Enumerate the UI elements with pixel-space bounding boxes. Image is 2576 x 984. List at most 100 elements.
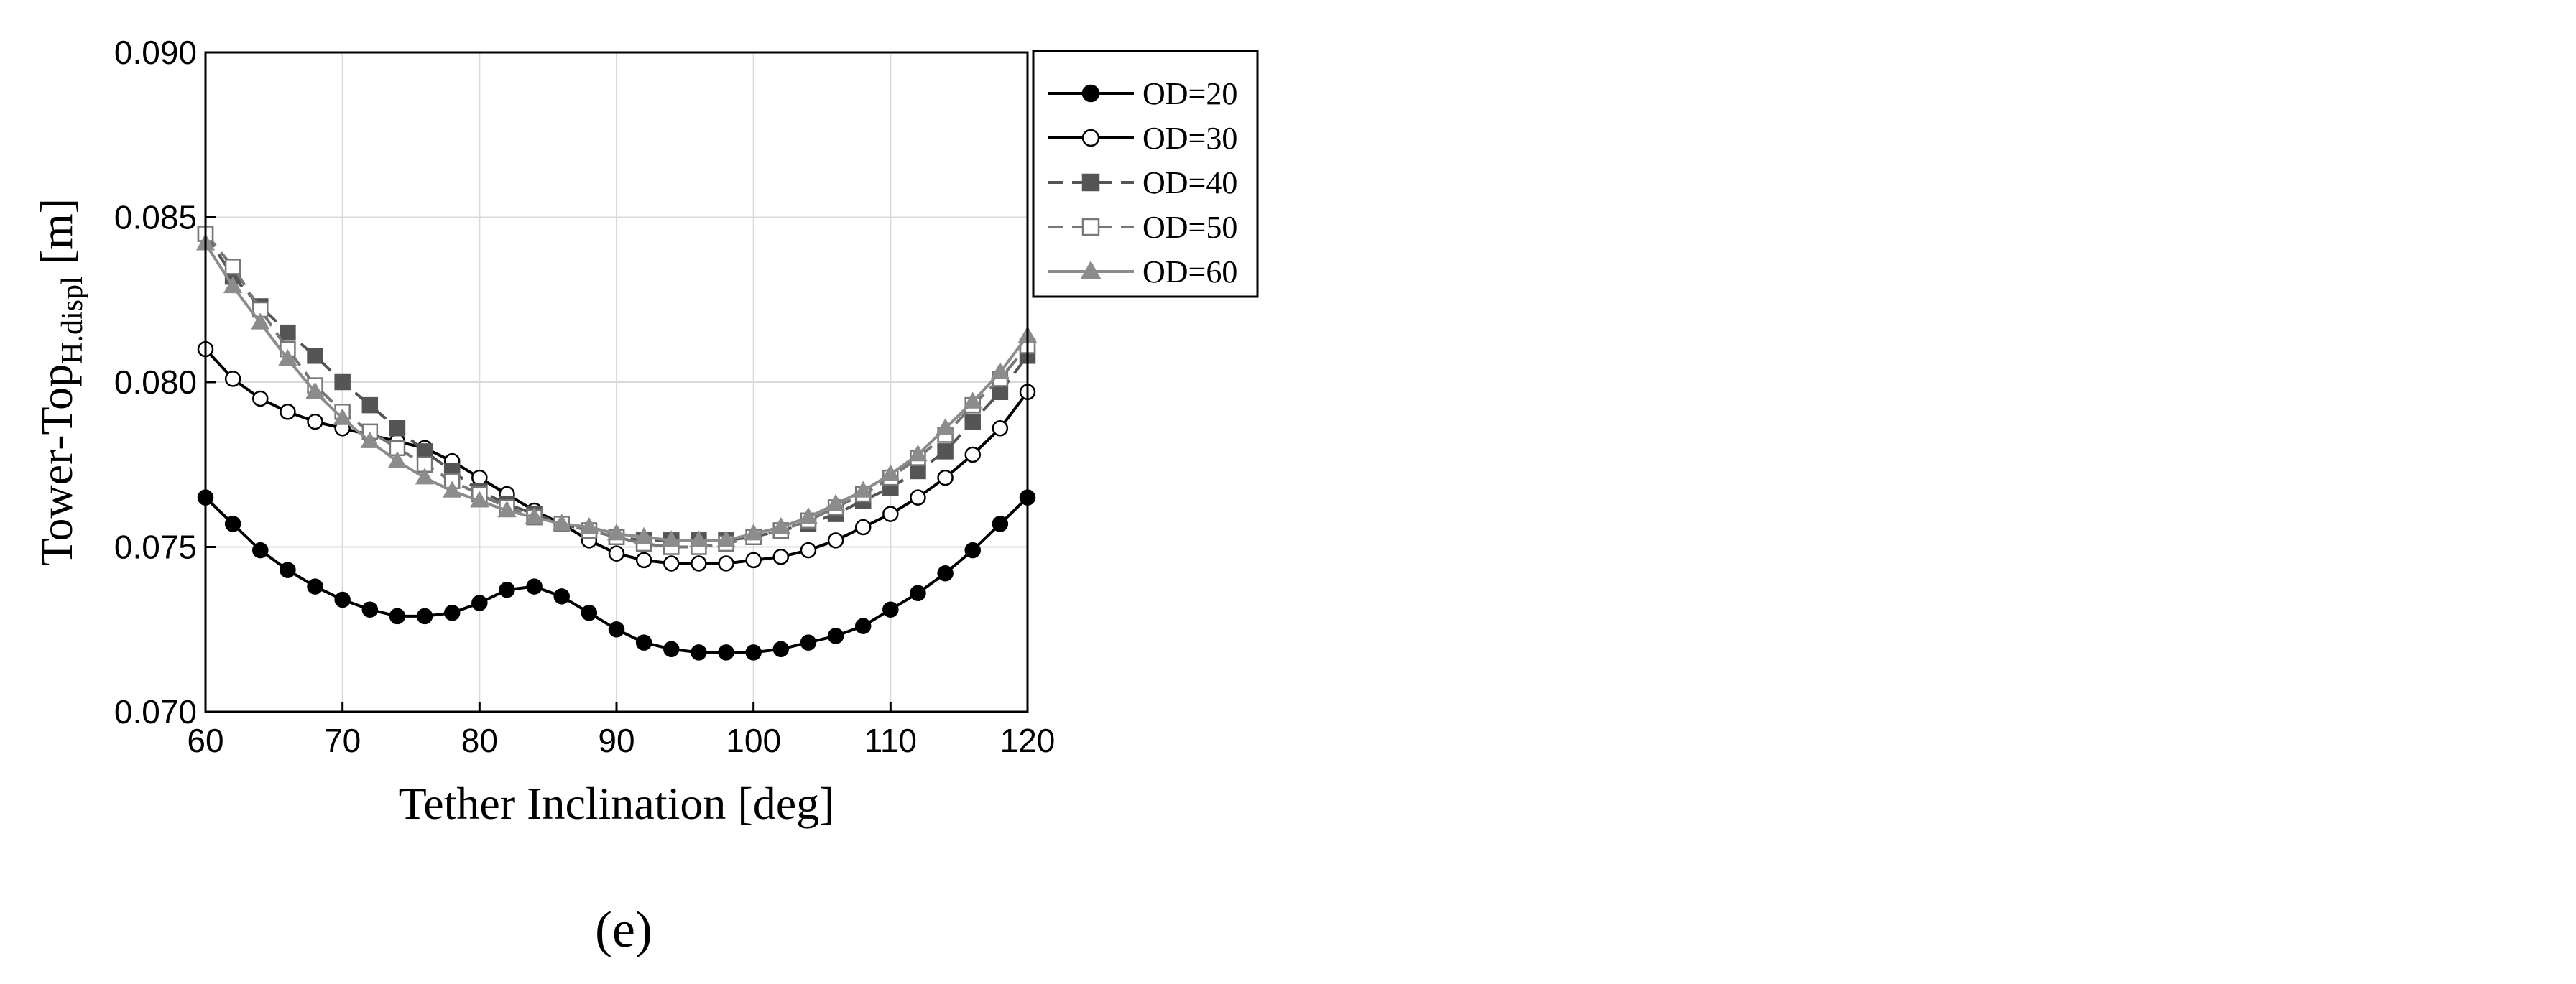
y-tick-label: 0.080 [114, 363, 197, 401]
data-point-marker [718, 555, 734, 572]
y-axis-title-unit: [m] [31, 198, 82, 276]
data-point-marker [992, 516, 1009, 532]
data-point-marker [964, 446, 981, 463]
data-point-marker [992, 420, 1009, 437]
x-tick-label: 110 [864, 722, 917, 759]
data-point-marker [387, 451, 407, 468]
data-point-marker [333, 408, 352, 425]
data-point-marker [360, 431, 379, 448]
data-point-marker [800, 634, 817, 651]
data-point-marker [691, 555, 707, 572]
data-point-marker [663, 555, 680, 572]
data-point-marker [689, 530, 708, 547]
data-point-marker [361, 396, 379, 414]
data-point-marker [280, 562, 296, 578]
data-point-marker [443, 481, 462, 498]
series-group [195, 226, 1038, 661]
data-point-marker [471, 469, 488, 486]
data-point-marker [579, 516, 599, 534]
data-point-marker [910, 585, 926, 602]
data-point-marker [662, 530, 681, 547]
data-point-marker [882, 506, 899, 522]
data-point-marker [470, 491, 489, 508]
data-point-marker [990, 362, 1010, 379]
data-point-marker [964, 542, 981, 559]
y-tick-label: 0.075 [114, 529, 197, 566]
data-point-marker [553, 588, 570, 605]
data-point-marker [634, 526, 654, 544]
data-point-marker [526, 578, 543, 595]
data-point-marker [305, 381, 325, 399]
x-tick-label: 120 [1000, 722, 1056, 759]
y-tick-label: 0.085 [114, 199, 197, 236]
data-point-marker [772, 549, 790, 565]
data-point-marker [307, 578, 323, 595]
data-point-marker [964, 413, 981, 430]
data-point-marker [1081, 129, 1100, 147]
data-point-marker [937, 565, 954, 582]
legend-label: OD=50 [1142, 210, 1237, 245]
data-point-marker [854, 519, 872, 536]
legend: OD=20 OD=30 OD=40 OD=50 OD=60 [1032, 50, 1259, 298]
data-point-marker [307, 348, 323, 364]
data-point-marker [882, 601, 899, 618]
data-point-marker [361, 601, 379, 618]
data-point-marker [334, 373, 351, 391]
data-point-marker [280, 324, 296, 341]
y-axis-title-subscript: H.displ [56, 276, 89, 364]
data-point-marker [910, 463, 926, 480]
data-point-marker [389, 608, 406, 625]
data-point-marker [635, 634, 652, 651]
legend-label: OD=30 [1142, 121, 1237, 156]
y-axis-title-main: Tower-Top [31, 364, 82, 566]
data-point-marker [827, 532, 844, 549]
data-point-marker [937, 469, 954, 486]
data-point-marker [307, 413, 323, 430]
data-point-marker [963, 391, 982, 409]
data-point-marker [937, 443, 954, 460]
data-point-marker [744, 524, 763, 541]
data-point-marker [252, 390, 269, 407]
data-point-marker [826, 493, 846, 511]
data-point-marker [1080, 260, 1102, 279]
legend-label: OD=20 [1142, 76, 1237, 111]
data-point-marker [389, 420, 406, 437]
x-tick-label: 100 [726, 722, 781, 759]
x-tick-label: 90 [598, 722, 634, 759]
data-point-marker [1081, 84, 1100, 103]
svg-text:Tower-TopH.displ [m]: Tower-TopH.displ [m] [31, 198, 89, 566]
y-axis-title: Tower-TopH.displ [m] [31, 198, 89, 566]
data-point-marker [224, 516, 241, 532]
data-point-marker [223, 276, 243, 294]
data-point-marker [718, 644, 734, 661]
axes: 60 70 80 90 100 110 120 0.070 0.075 0.080 0.085 0.0… [114, 34, 1056, 759]
data-point-marker [280, 404, 296, 420]
data-point-marker [910, 489, 926, 506]
data-point-marker [772, 641, 790, 658]
data-point-marker [827, 628, 844, 644]
data-point-marker [936, 418, 955, 435]
data-point-marker [334, 591, 351, 608]
x-tick-label: 80 [461, 722, 498, 759]
figure-caption: (e) [595, 901, 652, 958]
data-point-marker [443, 605, 461, 621]
data-point-marker [471, 595, 488, 611]
data-point-marker [525, 507, 544, 524]
data-point-marker [1081, 218, 1100, 236]
series-od-60 [195, 233, 1038, 547]
data-point-marker [581, 605, 598, 621]
legend-label: OD=60 [1142, 254, 1237, 289]
data-point-marker [608, 545, 625, 562]
data-point-marker [606, 524, 627, 541]
legend-label: OD=40 [1142, 165, 1237, 200]
data-point-marker [745, 552, 762, 569]
data-point-marker [251, 312, 270, 330]
series-od-20 [197, 489, 1036, 661]
data-point-marker [1081, 173, 1100, 192]
data-point-marker [278, 348, 297, 366]
data-point-marker [415, 468, 435, 485]
data-point-marker [224, 259, 241, 275]
data-point-marker [881, 464, 900, 481]
data-point-marker [992, 384, 1009, 401]
